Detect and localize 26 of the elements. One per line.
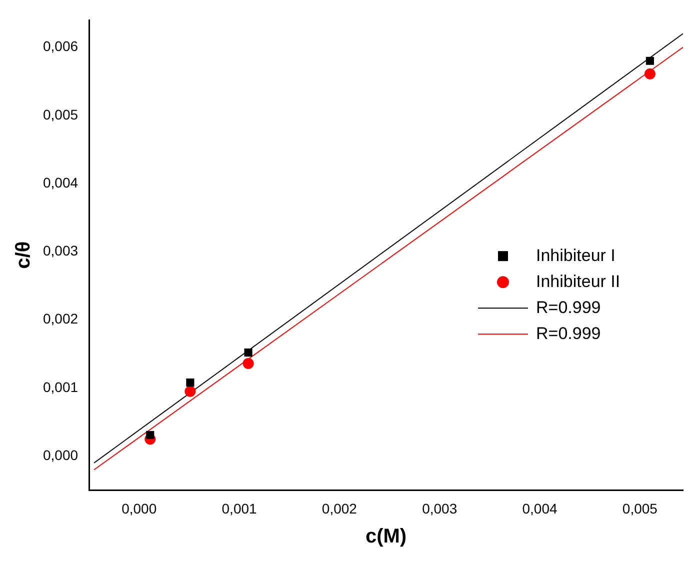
- x-tick-label: 0,000: [122, 500, 157, 516]
- point: [244, 348, 252, 357]
- y-tick-label: 0,000: [42, 446, 78, 463]
- point: [646, 56, 654, 65]
- point: [146, 430, 154, 440]
- y-tick-label: 0,005: [42, 106, 78, 122]
- x-tick-label: 0,002: [322, 500, 358, 516]
- y-tick-label: 0,004: [42, 174, 78, 190]
- point: [242, 358, 254, 369]
- x-tick-label: 0,003: [422, 500, 458, 516]
- x-tick-label: 0,004: [522, 500, 558, 516]
- legend-label: Inhibiteur I: [536, 246, 616, 265]
- point: [644, 68, 656, 80]
- point: [186, 378, 194, 387]
- y-axis-title: c/θ: [12, 241, 35, 269]
- y-tick-label: 0,001: [42, 378, 78, 395]
- y-tick-label: 0,006: [42, 38, 78, 54]
- x-tick-label: 0,005: [622, 500, 658, 516]
- y-tick-label: 0,002: [42, 310, 78, 327]
- legend-label: R=0.999: [536, 324, 601, 343]
- legend-label: Inhibiteur II: [536, 272, 620, 291]
- legend-label: R=0.999: [536, 298, 601, 317]
- y-tick-label: 0,003: [42, 242, 78, 259]
- x-tick-label: 0,001: [222, 500, 258, 516]
- x-axis-title: c(M): [365, 526, 407, 548]
- point: [184, 386, 196, 397]
